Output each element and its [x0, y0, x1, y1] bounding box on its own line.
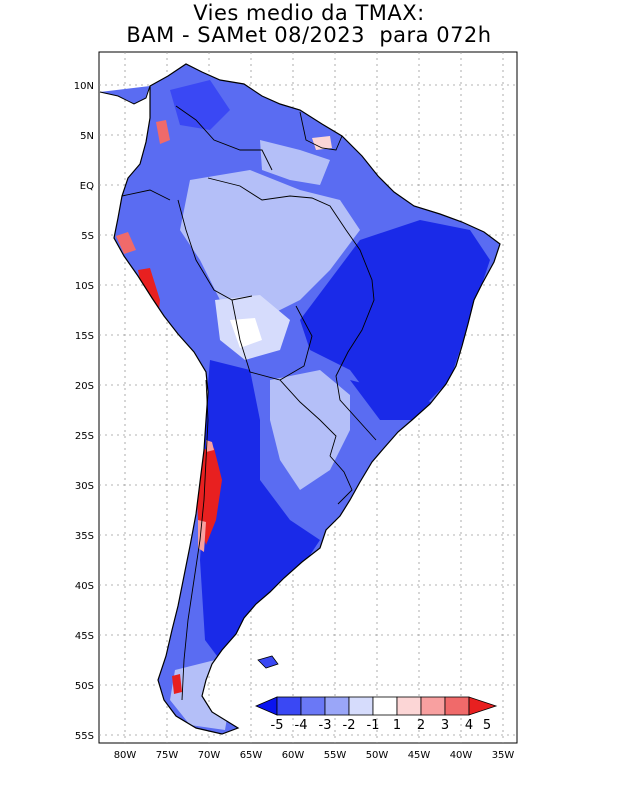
lat-label: 5N [80, 131, 94, 142]
colorbar-label: 3 [441, 718, 449, 733]
region-strong-venezuela [170, 80, 230, 130]
region-strong-se-brazil [350, 380, 440, 420]
region-red-patagonia [172, 674, 182, 694]
region-pink-colombia [156, 120, 170, 144]
lon-label: 80W [114, 750, 137, 761]
colorbar-label: -1 [367, 718, 380, 733]
border-uruguay [329, 455, 353, 505]
lon-label: 75W [156, 750, 179, 761]
colorbar: -5 -4 -3 -2 -1 1 2 3 4 5 [254, 696, 498, 733]
lat-label: 15S [75, 331, 94, 342]
lon-label: 55W [324, 750, 347, 761]
lon-label: 35W [492, 750, 515, 761]
colorbar-box-7 [420, 696, 446, 716]
lat-label: 25S [75, 431, 94, 442]
lon-label: 65W [240, 750, 263, 761]
border-ecuador [121, 189, 171, 201]
region-pink-guiana [312, 136, 332, 150]
border-peru-brazil [177, 199, 253, 301]
continent-coastline [113, 63, 501, 735]
colorbar-label: -5 [271, 718, 284, 733]
lat-label: 20S [75, 381, 94, 392]
lat-tick-labels: 10N 5N EQ 5S 10S 15S 20S 25S 30S 35S 40S… [74, 81, 94, 742]
colorbar-label: 4 [465, 718, 473, 733]
map-title: Vies medio da TMAX: BAM - SAMet 08/2023 … [0, 0, 618, 46]
region-pink-peru [116, 232, 136, 254]
colorbar-label: -2 [343, 718, 356, 733]
lon-tick-labels: 80W 75W 70W 65W 60W 55W 50W 45W 40W 35W [114, 750, 515, 761]
colorbar-arrow-high [468, 696, 498, 716]
lat-label: 35S [75, 531, 94, 542]
lon-label: 70W [198, 750, 221, 761]
colorbar-box-8 [444, 696, 470, 716]
colorbar-box-5 [372, 696, 398, 716]
title-line-2: BAM - SAMet 08/2023 para 072h [126, 23, 492, 47]
region-strong-ne-brazil [300, 220, 490, 410]
border-argentina-chile [181, 379, 209, 701]
colorbar-label: -4 [295, 718, 308, 733]
colorbar-label: 1 [393, 718, 401, 733]
lon-label: 60W [282, 750, 305, 761]
lat-label: 50S [75, 681, 94, 692]
colorbar-box-4 [348, 696, 374, 716]
border-brazil-west [207, 177, 377, 441]
lat-label: 45S [75, 631, 94, 642]
colorbar-box-3 [324, 696, 350, 716]
border-paraguay [279, 379, 337, 457]
lat-label: 10N [74, 81, 94, 92]
region-red-chile [196, 448, 222, 545]
central-america-coast [99, 85, 151, 105]
colorbar-label: 5 [483, 718, 491, 733]
lon-label: 40W [450, 750, 473, 761]
colorbar-label: -3 [319, 718, 332, 733]
region-white-altiplano [230, 318, 262, 348]
lat-label: 10S [75, 281, 94, 292]
colorbar-label: 2 [417, 718, 425, 733]
region-light-chaco [270, 370, 350, 490]
border-colombia-venezuela [175, 105, 273, 171]
lon-label: 45W [408, 750, 431, 761]
colorbar-box-2 [300, 696, 326, 716]
title-line-1: Vies medio da TMAX: [193, 1, 425, 25]
colorbar-box-6 [396, 696, 422, 716]
region-light-amazon [180, 170, 360, 320]
colorbar-box-1 [276, 696, 302, 716]
country-borders [121, 105, 377, 701]
lon-label: 50W [366, 750, 389, 761]
region-light-guiana [260, 140, 330, 185]
falkland-islands [257, 655, 279, 669]
lat-label: 5S [81, 231, 94, 242]
lat-label: 55S [75, 731, 94, 742]
border-guianas [299, 111, 343, 151]
lat-label: 40S [75, 581, 94, 592]
lat-label: 30S [75, 481, 94, 492]
lat-label: EQ [80, 181, 94, 192]
region-strong-argentina [200, 360, 320, 660]
